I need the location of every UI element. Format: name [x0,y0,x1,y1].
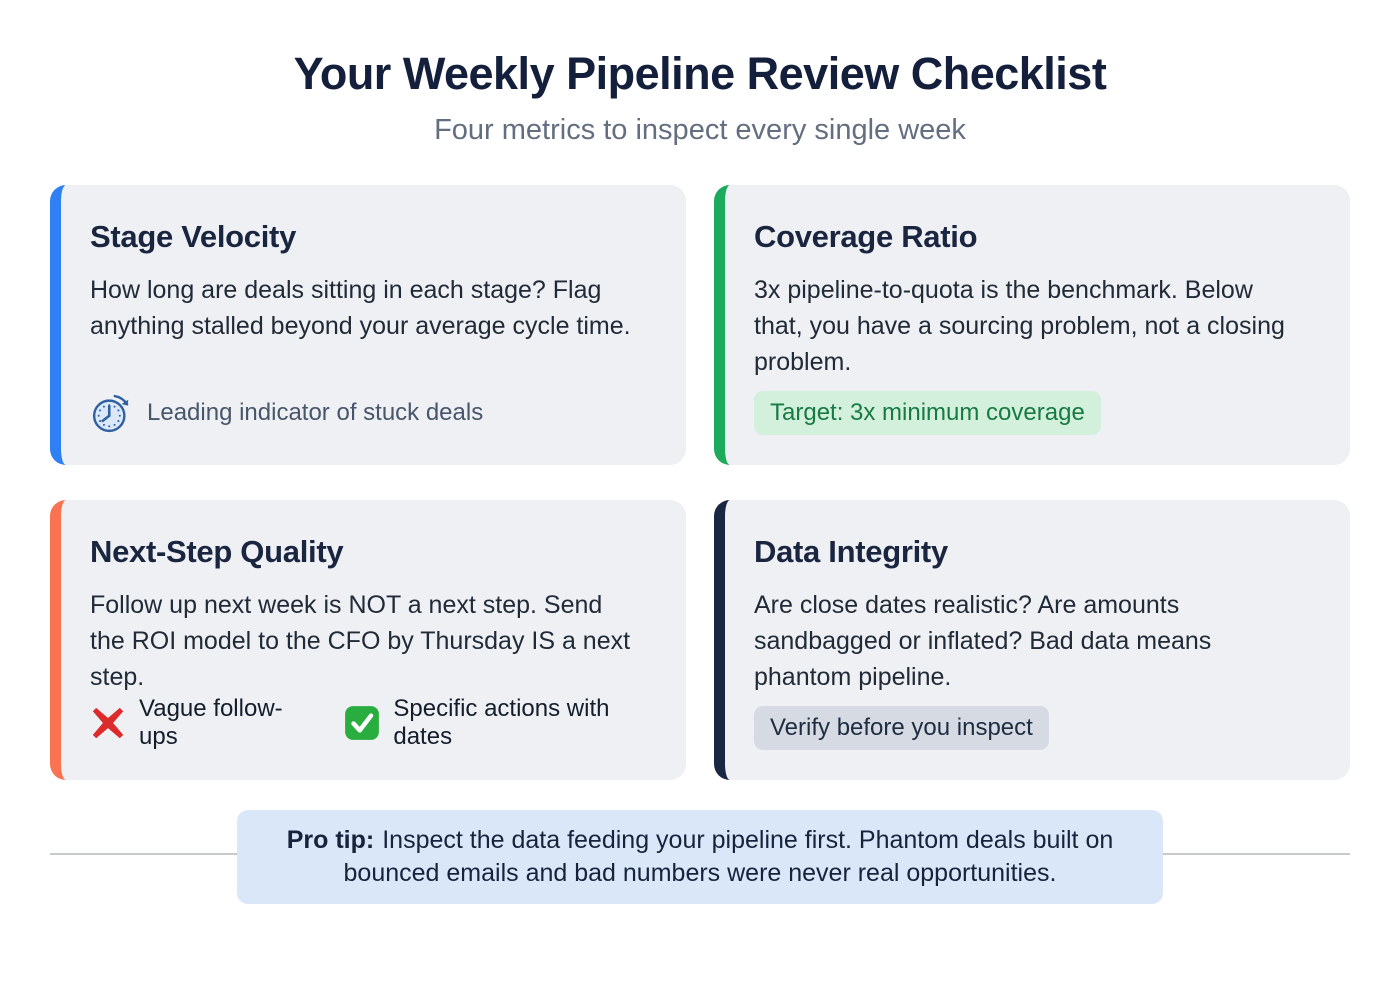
page-subtitle: Four metrics to inspect every single wee… [434,114,966,146]
card-footer: Leading indicator of stuck deals [90,391,642,435]
cross-mark-icon [90,705,126,741]
pair-item-label: Vague follow-ups [139,695,283,750]
card-coverage-ratio: Coverage Ratio 3x pipeline-to-quota is t… [714,185,1350,465]
card-title: Stage Velocity [90,219,297,254]
verify-badge: Verify before you inspect [754,706,1049,750]
page-title: Your Weekly Pipeline Review Checklist [293,48,1107,99]
card-data-integrity: Data Integrity Are close dates realistic… [714,500,1350,780]
clock-history-icon [90,391,134,435]
protip-row: Pro tip: Inspect the data feeding your pi… [50,810,1350,905]
card-stage-velocity: Stage Velocity How long are deals sittin… [50,185,686,465]
card-footer-text: Leading indicator of stuck deals [147,399,484,426]
protip-box: Pro tip: Inspect the data feeding your pi… [237,810,1163,904]
page: Your Weekly Pipeline Review Checklist Fo… [0,48,1400,987]
card-title: Next-Step Quality [90,534,344,569]
vague-followups-item: Vague follow-ups [90,695,298,751]
check-mark-icon [344,705,380,741]
card-next-step-quality: Next-Step Quality Follow up next week is… [50,500,686,780]
specific-actions-item: Specific actions with dates [344,695,642,751]
card-body: Follow up next week is NOT a next step. … [90,591,631,691]
protip-text: Inspect the data feeding your pipeline f… [343,826,1114,887]
card-footer: Target: 3x minimum coverage [754,391,1306,435]
cards-grid: Stage Velocity How long are deals sittin… [50,185,1350,780]
card-footer: Vague follow-ups Specific actions with d… [90,695,642,751]
card-body: Are close dates realistic? Are amounts s… [754,591,1212,691]
card-footer: Verify before you inspect [754,706,1306,750]
target-badge: Target: 3x minimum coverage [754,391,1101,435]
pair-item-label: Specific actions with dates [393,695,610,750]
protip-label: Pro tip: [286,826,375,854]
card-title: Coverage Ratio [754,219,978,254]
card-title: Data Integrity [754,534,948,569]
card-body: 3x pipeline-to-quota is the benchmark. B… [754,276,1285,376]
card-body: How long are deals sitting in each stage… [90,276,631,340]
